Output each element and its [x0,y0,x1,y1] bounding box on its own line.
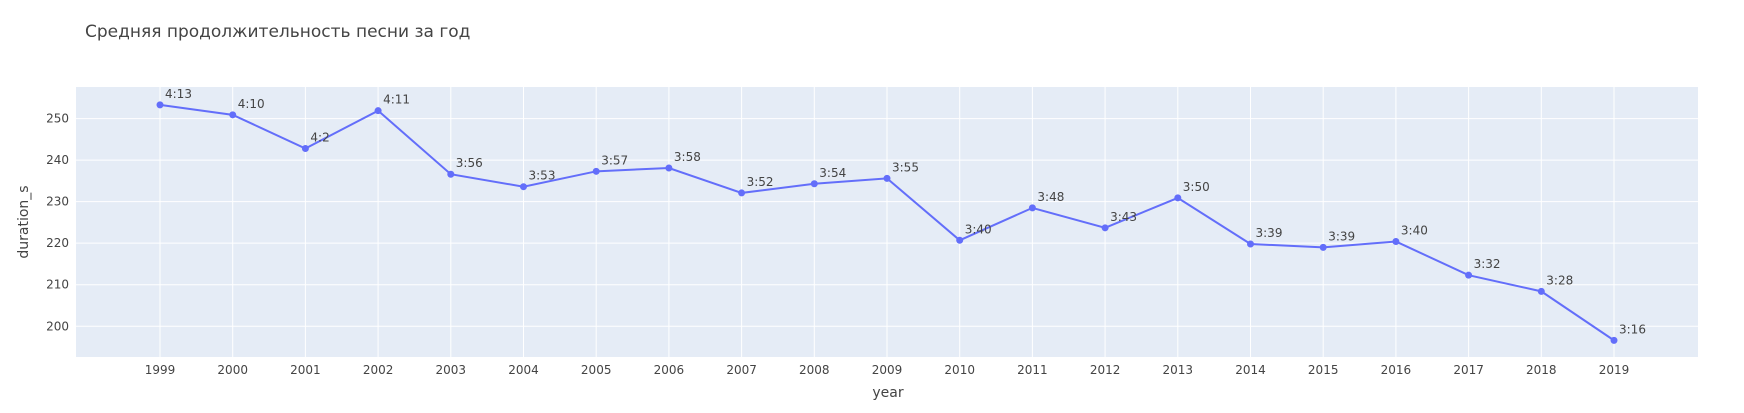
x-tick-label: 2004 [508,363,539,377]
x-tick-label: 2008 [799,363,830,377]
data-point [447,170,455,178]
data-point [229,111,237,119]
data-label: 3:40 [1401,224,1428,238]
y-axis-title: duration_s [16,185,32,258]
data-label: 3:43 [1110,210,1137,224]
x-tick-label: 2002 [363,363,394,377]
data-label: 4:11 [383,93,410,107]
data-point [592,167,600,175]
x-tick-label: 2001 [290,363,321,377]
x-axis-ticks: 1999 2000 2001 2002 2003 2004 2005 2006 2007 2008… [145,363,1630,377]
data-label: 3:58 [674,150,701,164]
x-tick-label: 2016 [1381,363,1412,377]
y-tick-label: 240 [46,153,69,167]
data-label: 3:39 [1256,226,1283,240]
x-tick-label: 2009 [872,363,903,377]
x-tick-label: 2010 [944,363,975,377]
data-label: 3:48 [1037,190,1064,204]
x-tick-label: 2012 [1090,363,1121,377]
y-tick-label: 250 [46,112,69,126]
x-tick-label: 2013 [1163,363,1194,377]
data-label: 3:56 [456,156,483,170]
x-tick-label: 2005 [581,363,612,377]
data-label: 3:57 [601,153,628,167]
data-label: 4:10 [238,97,265,111]
x-tick-label: 2018 [1526,363,1557,377]
data-point [1392,238,1400,246]
data-point [1537,287,1545,295]
y-tick-label: 200 [46,319,69,333]
data-label: 3:55 [892,160,919,174]
data-point [520,183,527,191]
data-point [156,101,164,109]
data-label: 3:40 [965,222,992,236]
data-label: 4:13 [165,87,192,101]
data-point [1610,336,1618,344]
data-points [156,101,1618,344]
y-tick-label: 210 [46,278,69,292]
data-label: 4:2 [310,130,329,144]
x-tick-label: 2011 [1017,363,1048,377]
data-label: 3:16 [1619,322,1646,336]
data-point [301,144,309,152]
data-point [810,180,818,188]
data-label: 3:39 [1328,229,1355,243]
y-tick-label: 230 [46,195,69,209]
gridlines [76,87,1698,357]
data-label: 3:28 [1546,273,1573,287]
x-tick-label: 2019 [1599,363,1630,377]
y-axis-ticks: 200 210 220 230 240 250 [46,112,69,334]
chart-title: Средняя продолжительность песни за год [85,22,470,42]
x-tick-label: 2015 [1308,363,1339,377]
data-point [1465,271,1473,279]
data-point [883,174,891,182]
y-tick-label: 220 [46,236,69,250]
data-point [1101,224,1109,232]
x-tick-label: 2017 [1453,363,1484,377]
data-point [956,236,964,244]
data-point [665,164,673,172]
data-label: 3:50 [1183,180,1210,194]
x-tick-label: 2003 [436,363,467,377]
data-label: 3:54 [819,166,846,180]
data-point [1319,243,1327,251]
x-axis-title: year [872,385,903,401]
data-point [738,189,746,197]
data-labels: 4:13 4:10 4:2 4:11 3:56 3:53 3:57 3:58 3:52 3:54 3… [165,87,1646,337]
x-tick-label: 2006 [654,363,685,377]
data-point [1028,204,1036,212]
x-tick-label: 2014 [1235,363,1266,377]
x-tick-label: 2007 [726,363,757,377]
data-label: 3:52 [747,175,774,189]
x-tick-label: 2000 [217,363,248,377]
data-label: 3:32 [1474,257,1501,271]
data-point [1174,194,1182,202]
data-point [374,107,382,115]
data-point [1247,240,1254,248]
x-tick-label: 1999 [145,363,176,377]
data-label: 3:53 [529,169,556,183]
